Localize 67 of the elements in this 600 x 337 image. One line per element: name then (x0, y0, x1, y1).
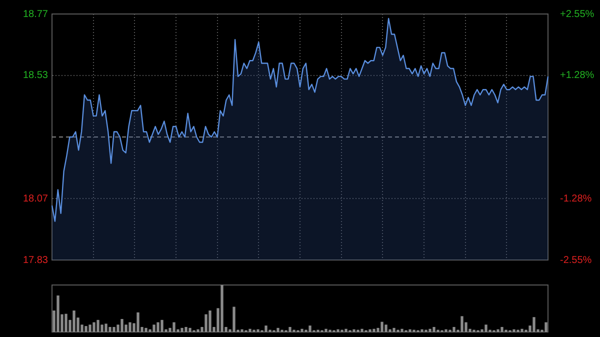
y2-tick-label: -1.28% (560, 193, 592, 204)
bar (324, 328, 328, 332)
bar (420, 329, 424, 332)
bar (352, 329, 356, 332)
bar (156, 322, 160, 332)
bar (88, 324, 92, 332)
bar (92, 322, 96, 332)
bar (96, 320, 100, 332)
bar (256, 329, 260, 332)
bar (172, 322, 176, 332)
bar (196, 329, 200, 332)
bar (308, 326, 312, 332)
bar (160, 320, 164, 332)
bar (360, 328, 364, 332)
bar (392, 328, 396, 332)
y2-tick-label: +1.28% (560, 70, 594, 82)
bar (276, 328, 280, 332)
bar (400, 328, 404, 332)
bar (232, 306, 236, 332)
bar (112, 326, 116, 332)
bar (344, 328, 348, 332)
bar (544, 322, 548, 332)
bar (444, 329, 448, 332)
y-tick-label: 18.53 (22, 70, 48, 82)
y-tick-label: 18.07 (22, 193, 48, 204)
bar (288, 326, 292, 332)
bar (264, 326, 268, 332)
bar (452, 326, 456, 332)
bar (204, 314, 208, 332)
bar (500, 326, 504, 332)
y2-tick-label: +2.55% (560, 8, 594, 20)
bar (432, 326, 436, 332)
bar (188, 328, 192, 332)
bar (380, 322, 384, 332)
bar (460, 316, 464, 332)
bar (512, 329, 516, 332)
bar (496, 329, 500, 332)
bar (220, 285, 224, 332)
y2-tick-label: -2.55% (560, 254, 592, 266)
bar (336, 329, 340, 332)
bar (532, 317, 536, 332)
y-tick-label: 17.83 (22, 254, 48, 266)
bar (408, 329, 412, 332)
bar (64, 314, 68, 332)
bar (180, 328, 184, 332)
bar (104, 324, 108, 332)
y-tick-label: 18.77 (22, 8, 48, 20)
bar (248, 328, 252, 332)
bar (56, 295, 60, 332)
bar (72, 310, 76, 332)
bar (428, 328, 432, 332)
bar (136, 312, 140, 332)
bar (152, 324, 156, 332)
bar (300, 328, 304, 332)
bar (128, 322, 132, 332)
bar (84, 326, 88, 332)
bar (184, 326, 188, 332)
bar (120, 318, 124, 332)
bar (144, 328, 148, 332)
bar (368, 329, 372, 332)
bar (208, 310, 212, 332)
bar (384, 324, 388, 332)
bar (372, 328, 376, 332)
bar (108, 326, 112, 332)
bar (484, 324, 488, 332)
bar (240, 329, 244, 332)
bar (520, 328, 524, 332)
